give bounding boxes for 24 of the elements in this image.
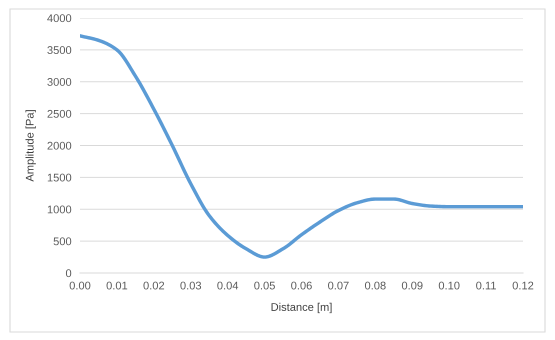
y-tick-label: 2000	[48, 142, 72, 150]
y-tick-label: 4000	[47, 14, 72, 22]
x-tick-label: 0.00	[70, 282, 90, 290]
x-tick-label: 0.11	[476, 282, 496, 290]
y-tick-label: 1000	[48, 206, 72, 214]
x-tick-label: 0.12	[512, 282, 534, 290]
y-tick-label: 3000	[47, 78, 72, 86]
x-tick-label: 0.04	[217, 282, 238, 290]
x-tick-label: 0.09	[402, 282, 423, 290]
x-tick-label: 0.08	[364, 282, 386, 290]
x-tick-label: 0.07	[328, 282, 349, 290]
y-tick-label: 0	[66, 269, 72, 278]
y-tick-label: 500	[54, 237, 72, 246]
x-tick-label: 0.10	[438, 282, 460, 290]
y-tick-label: 2500	[48, 110, 72, 118]
x-axis-title: Distance [m]	[272, 302, 332, 314]
y-tick-label: 3500	[47, 46, 72, 54]
y-tick-label: 1500	[48, 174, 72, 182]
x-tick-label: 0.06	[291, 282, 312, 290]
x-tick-label: 0.03	[180, 282, 202, 290]
x-tick-label: 0.01	[106, 282, 128, 290]
x-tick-label: 0.02	[143, 282, 164, 290]
x-tick-label: 0.05	[254, 282, 275, 290]
y-axis-title: Amplitude [Pa]	[25, 110, 36, 182]
